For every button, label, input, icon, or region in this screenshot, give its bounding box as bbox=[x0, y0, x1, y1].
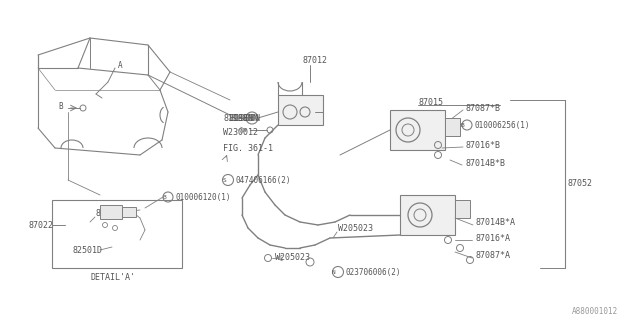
Bar bbox=[445, 118, 460, 136]
Text: 87016*B: 87016*B bbox=[465, 140, 500, 149]
Text: S: S bbox=[222, 178, 226, 182]
Text: B: B bbox=[460, 123, 464, 127]
Text: 82501D: 82501D bbox=[72, 245, 102, 254]
Text: 047406166(2): 047406166(2) bbox=[235, 175, 291, 185]
Text: 87016*A: 87016*A bbox=[475, 234, 510, 243]
Bar bbox=[122, 207, 136, 217]
Text: 010006120(1): 010006120(1) bbox=[175, 193, 230, 202]
Text: 81988N: 81988N bbox=[228, 114, 258, 123]
Bar bbox=[278, 95, 323, 125]
Text: FIG. 361-1: FIG. 361-1 bbox=[223, 143, 273, 153]
Text: DETAIL'A': DETAIL'A' bbox=[90, 273, 135, 282]
Text: B: B bbox=[162, 195, 166, 199]
Bar bbox=[400, 195, 455, 235]
Text: 87087*A: 87087*A bbox=[475, 251, 510, 260]
Text: B: B bbox=[58, 101, 63, 110]
Text: W205023: W205023 bbox=[338, 223, 373, 233]
Text: N: N bbox=[331, 269, 335, 275]
Text: 87087*B: 87087*B bbox=[465, 103, 500, 113]
Text: W205023: W205023 bbox=[275, 253, 310, 262]
Text: 87052: 87052 bbox=[568, 179, 593, 188]
Bar bbox=[52, 200, 182, 268]
Text: 010006256(1): 010006256(1) bbox=[474, 121, 529, 130]
Text: W230012: W230012 bbox=[223, 127, 258, 137]
Text: 81988N: 81988N bbox=[223, 114, 253, 123]
Text: 87014B*A: 87014B*A bbox=[475, 218, 515, 227]
Text: 87012: 87012 bbox=[302, 55, 327, 65]
Text: 87015: 87015 bbox=[418, 98, 443, 107]
Text: 87014B*B: 87014B*B bbox=[465, 158, 505, 167]
Text: 87022: 87022 bbox=[28, 220, 53, 229]
Bar bbox=[390, 110, 445, 150]
Text: 81988N: 81988N bbox=[230, 114, 260, 123]
Text: A880001012: A880001012 bbox=[572, 308, 618, 316]
Text: 023706006(2): 023706006(2) bbox=[345, 268, 401, 276]
Bar bbox=[455, 200, 470, 218]
Text: A: A bbox=[118, 60, 123, 69]
Bar bbox=[100, 205, 122, 219]
Text: 82501E: 82501E bbox=[95, 209, 125, 218]
